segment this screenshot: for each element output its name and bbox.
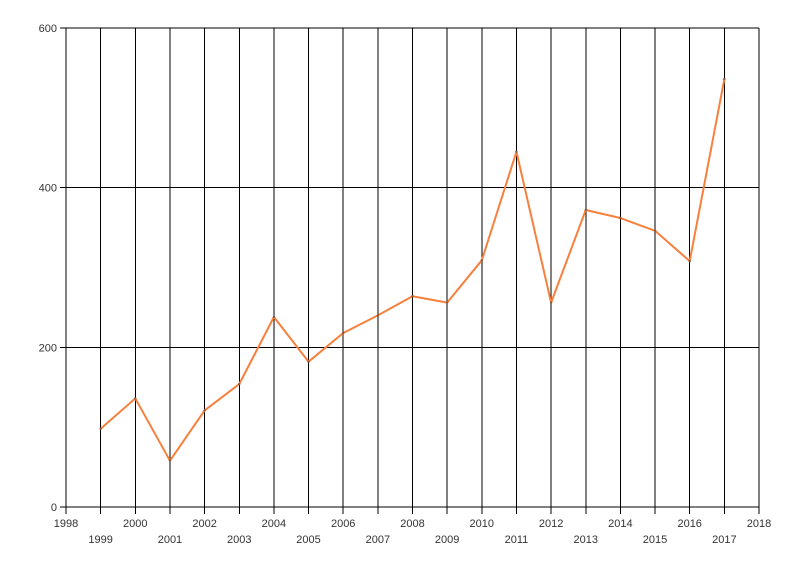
x-tick-label-1998: 1998 [54, 518, 78, 530]
x-tick-label-2013: 2013 [574, 534, 598, 546]
data-point-2002 [203, 409, 206, 412]
data-point-2012 [549, 301, 553, 304]
x-tick-label-2009: 2009 [435, 534, 459, 546]
y-tick-label-0: 0 [51, 502, 57, 514]
x-tick-label-2005: 2005 [296, 534, 320, 546]
data-point-2009 [445, 301, 449, 304]
data-point-2011 [515, 150, 518, 153]
data-point-2005 [307, 360, 310, 363]
x-tick-label-2004: 2004 [262, 518, 286, 530]
data-point-2014 [619, 216, 622, 220]
data-point-2017 [723, 77, 726, 81]
x-tick-label-2017: 2017 [712, 534, 736, 546]
x-tick-label-2008: 2008 [400, 518, 424, 530]
x-tick-label-1999: 1999 [88, 534, 112, 546]
data-point-2016 [688, 259, 691, 263]
x-tick-label-2016: 2016 [677, 518, 701, 530]
x-tick-label-2003: 2003 [227, 534, 251, 546]
data-point-2006 [342, 331, 345, 335]
data-point-2000 [134, 397, 137, 400]
x-tick-label-2001: 2001 [158, 534, 182, 546]
x-tick-label-2011: 2011 [505, 534, 529, 546]
data-point-2001 [168, 459, 172, 462]
data-point-2008 [411, 295, 414, 298]
x-tick-label-2000: 2000 [123, 518, 147, 530]
x-tick-label-2007: 2007 [366, 534, 390, 546]
y-tick-label-400: 400 [39, 183, 57, 195]
data-point-2015 [653, 229, 657, 232]
x-tick-label-2015: 2015 [643, 534, 667, 546]
x-tick-label-2010: 2010 [470, 518, 494, 530]
data-point-2010 [480, 259, 483, 262]
data-point-2003 [238, 382, 241, 386]
data-point-2013 [584, 208, 587, 212]
data-point-1999 [99, 427, 102, 430]
x-tick-label-2014: 2014 [608, 518, 632, 530]
x-tick-label-2018: 2018 [747, 518, 771, 530]
data-point-2007 [376, 314, 380, 317]
x-tick-label-2002: 2002 [192, 518, 216, 530]
y-tick-label-200: 200 [39, 342, 57, 354]
x-tick-label-2006: 2006 [331, 518, 355, 530]
x-tick-label-2012: 2012 [539, 518, 563, 530]
y-tick-label-600: 600 [39, 23, 57, 35]
data-point-2004 [272, 315, 276, 319]
